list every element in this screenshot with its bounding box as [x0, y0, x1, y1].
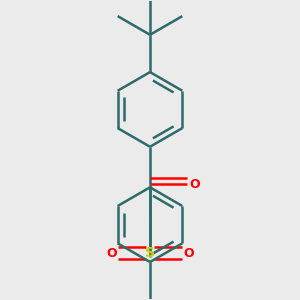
Text: O: O	[183, 247, 194, 260]
Text: O: O	[189, 178, 200, 190]
Text: S: S	[145, 246, 155, 260]
Text: O: O	[106, 247, 117, 260]
